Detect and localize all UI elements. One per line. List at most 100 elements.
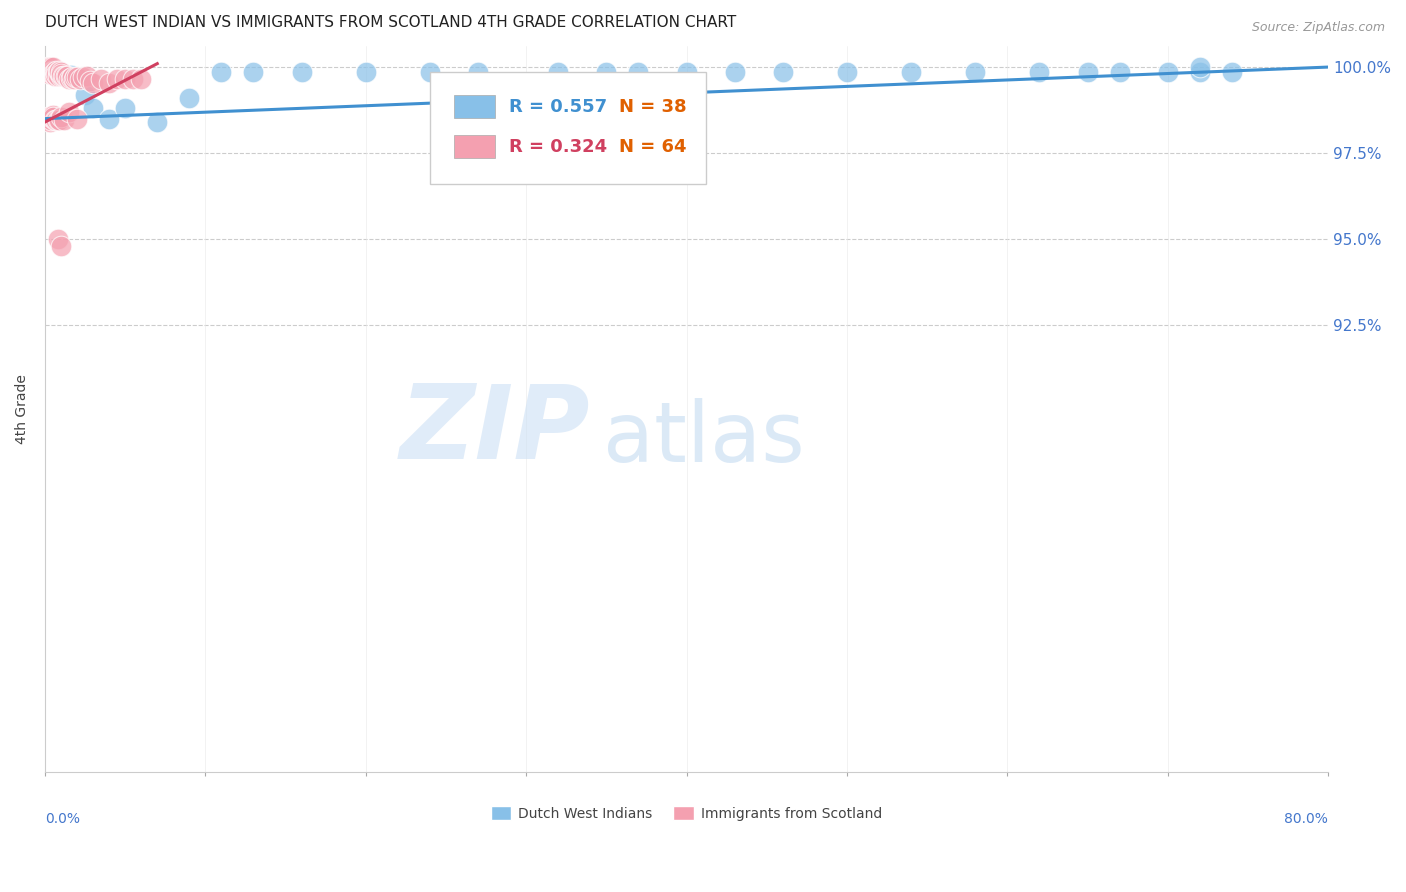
Point: [82, 76, 104, 90]
Point: [1157, 65, 1180, 79]
Point: [46, 232, 69, 246]
Point: [354, 65, 377, 79]
Text: ZIP: ZIP: [399, 380, 591, 482]
Point: [38, 67, 60, 81]
FancyBboxPatch shape: [454, 135, 495, 158]
Point: [72, 70, 94, 85]
Point: [1220, 65, 1243, 79]
Point: [772, 65, 794, 79]
Point: [122, 72, 145, 87]
Point: [35, 63, 58, 78]
Point: [65, 70, 87, 85]
Point: [45, 113, 67, 128]
FancyBboxPatch shape: [430, 72, 706, 185]
Point: [38, 115, 60, 129]
Point: [105, 72, 128, 87]
Point: [242, 65, 264, 79]
Text: 0.0%: 0.0%: [45, 812, 80, 826]
Point: [53, 67, 76, 81]
Point: [44, 113, 66, 128]
Point: [41, 65, 63, 79]
Text: N = 38: N = 38: [619, 97, 686, 116]
Point: [90, 72, 112, 87]
Point: [146, 115, 169, 129]
Point: [49, 67, 72, 81]
Point: [44, 65, 66, 79]
Point: [1077, 65, 1099, 79]
Point: [53, 69, 76, 83]
Point: [129, 72, 152, 87]
Point: [49, 110, 72, 124]
Text: N = 64: N = 64: [619, 137, 686, 155]
Point: [41, 113, 63, 128]
Point: [59, 68, 82, 82]
Point: [42, 65, 65, 79]
Point: [49, 69, 72, 83]
Point: [835, 65, 858, 79]
Point: [75, 87, 97, 102]
Point: [1188, 65, 1211, 79]
Point: [41, 63, 63, 78]
Point: [60, 70, 83, 85]
Point: [42, 108, 65, 122]
Point: [1108, 65, 1130, 79]
Point: [965, 65, 987, 79]
Point: [45, 63, 67, 78]
Text: DUTCH WEST INDIAN VS IMMIGRANTS FROM SCOTLAND 4TH GRADE CORRELATION CHART: DUTCH WEST INDIAN VS IMMIGRANTS FROM SCO…: [45, 15, 737, 30]
Point: [98, 112, 121, 126]
Point: [44, 63, 66, 78]
Point: [48, 65, 70, 79]
Point: [48, 65, 70, 79]
Point: [724, 65, 747, 79]
Point: [42, 110, 65, 124]
Point: [53, 113, 76, 128]
Text: R = 0.557: R = 0.557: [509, 97, 607, 116]
Point: [44, 69, 66, 83]
FancyBboxPatch shape: [454, 95, 495, 119]
Point: [56, 69, 79, 83]
Point: [76, 69, 98, 83]
Point: [37, 63, 59, 78]
Point: [41, 60, 63, 74]
Point: [37, 60, 59, 74]
Point: [42, 63, 65, 78]
Point: [38, 60, 60, 74]
Point: [209, 65, 232, 79]
Point: [37, 63, 59, 78]
Point: [627, 65, 650, 79]
Point: [1028, 65, 1050, 79]
Text: atlas: atlas: [603, 398, 804, 479]
Point: [49, 239, 72, 253]
Point: [675, 65, 697, 79]
Point: [58, 104, 80, 119]
Point: [48, 63, 70, 78]
Point: [58, 72, 80, 87]
Point: [42, 60, 65, 74]
Point: [98, 76, 121, 90]
Point: [41, 63, 63, 78]
Point: [41, 110, 63, 124]
Point: [1188, 60, 1211, 74]
Point: [35, 60, 58, 74]
Point: [46, 113, 69, 128]
Point: [42, 65, 65, 79]
Point: [66, 70, 89, 85]
Point: [66, 112, 89, 126]
Point: [42, 67, 65, 81]
Point: [45, 67, 67, 81]
Point: [69, 72, 91, 87]
Point: [37, 110, 59, 124]
Point: [900, 65, 922, 79]
Point: [547, 65, 569, 79]
Point: [419, 65, 441, 79]
Point: [35, 110, 58, 124]
Point: [38, 65, 60, 79]
Point: [59, 71, 82, 86]
Point: [52, 69, 75, 83]
Text: R = 0.324: R = 0.324: [509, 137, 607, 155]
Point: [79, 74, 101, 88]
Point: [63, 72, 86, 87]
Text: 80.0%: 80.0%: [1284, 812, 1329, 826]
Point: [595, 65, 617, 79]
Legend: Dutch West Indians, Immigrants from Scotland: Dutch West Indians, Immigrants from Scot…: [485, 800, 889, 826]
